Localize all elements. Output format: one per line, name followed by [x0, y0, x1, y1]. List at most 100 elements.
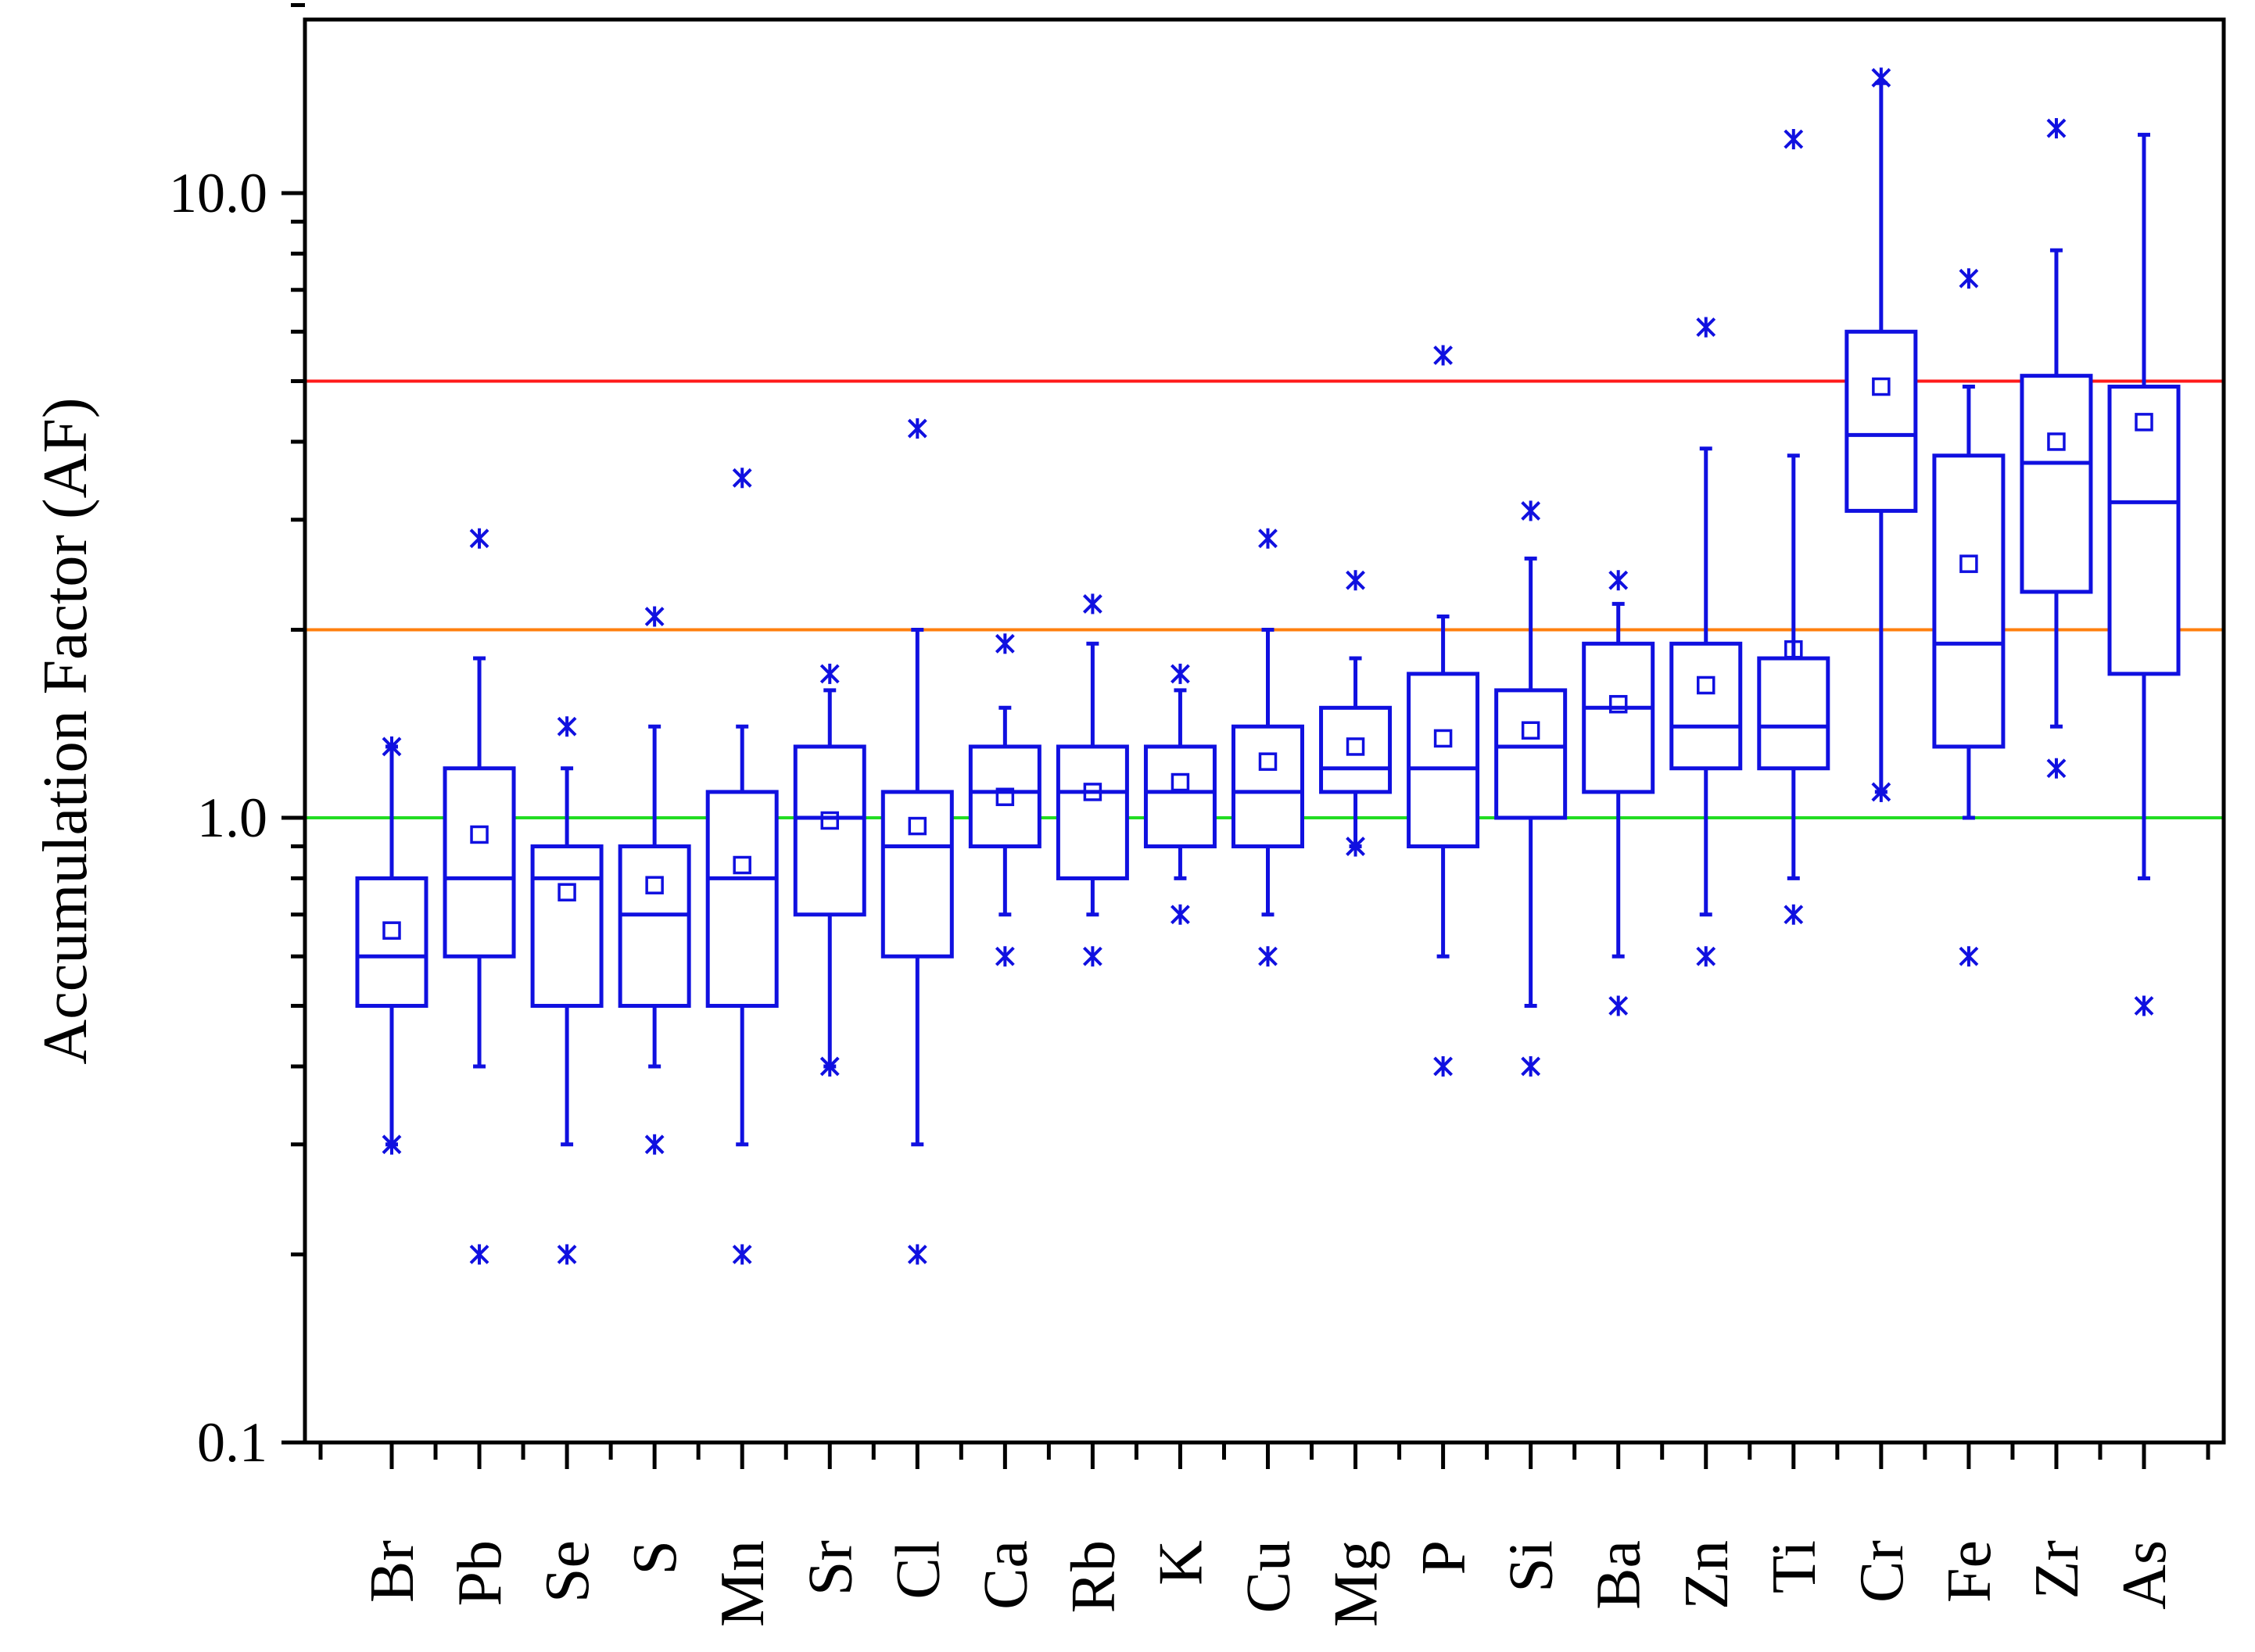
mean-marker	[382, 921, 401, 940]
box-cr	[1845, 67, 1918, 802]
x-tick-label: Fe	[1935, 1540, 2004, 1603]
x-tick-label: Cr	[1848, 1540, 1916, 1603]
x-tick-label: Cl	[884, 1540, 952, 1600]
mean-marker	[1521, 721, 1540, 740]
box-iqr	[880, 790, 954, 959]
x-tick-label: As	[2110, 1540, 2179, 1610]
x-tick-label: Cu	[1235, 1540, 1303, 1613]
box-iqr	[1143, 744, 1217, 849]
mean-marker	[2135, 413, 2153, 432]
box-iqr	[1845, 329, 1918, 513]
outlier-marker	[382, 1134, 402, 1155]
mean-marker	[470, 825, 489, 844]
box-fe	[1932, 268, 2006, 967]
mean-marker	[995, 787, 1015, 807]
box-ca	[968, 633, 1041, 967]
box-iqr	[1407, 672, 1480, 849]
outlier-marker	[1784, 128, 1804, 149]
box-mg	[1319, 570, 1393, 857]
box-iqr	[530, 844, 604, 1009]
box-zr	[2020, 118, 2093, 779]
mean-marker	[1083, 783, 1102, 801]
x-tick-label: Pb	[446, 1540, 514, 1607]
outlier-marker	[1959, 946, 1979, 967]
outlier-marker	[907, 1244, 927, 1265]
x-tick-label: S	[621, 1540, 690, 1575]
box-k	[1143, 663, 1217, 925]
outlier-marker	[469, 1244, 489, 1265]
outlier-marker	[1784, 904, 1804, 925]
box-se	[530, 716, 604, 1265]
outlier-marker	[1258, 946, 1278, 967]
box-iqr	[1582, 641, 1655, 794]
box-iqr	[355, 876, 428, 1009]
outlier-marker	[732, 1244, 752, 1265]
outlier-marker	[732, 468, 752, 489]
box-iqr	[1757, 656, 1830, 771]
outlier-marker	[2046, 118, 2067, 139]
x-tick-label: Si	[1497, 1540, 1566, 1593]
mean-marker	[1258, 752, 1278, 771]
outlier-marker	[1082, 593, 1102, 615]
outlier-marker	[644, 606, 665, 627]
outlier-marker	[644, 1134, 665, 1155]
outlier-marker	[2134, 995, 2154, 1016]
outlier-marker	[819, 1055, 840, 1077]
box-rb	[1056, 593, 1129, 967]
outlier-marker	[1521, 500, 1541, 521]
box-iqr	[1932, 453, 2006, 749]
box-iqr	[793, 744, 866, 917]
x-tick-label: Ca	[971, 1540, 1040, 1610]
outlier-marker	[1608, 995, 1629, 1016]
box-iqr	[618, 844, 691, 1009]
outlier-marker	[557, 1244, 577, 1265]
box-iqr	[1056, 744, 1129, 880]
outlier-marker	[1871, 67, 1891, 88]
outlier-marker	[1433, 1055, 1454, 1077]
box-iqr	[2107, 385, 2181, 676]
box-s	[618, 606, 691, 1155]
box-series	[355, 67, 2181, 1265]
outlier-marker	[1346, 570, 1365, 591]
mean-marker	[557, 883, 576, 901]
x-tick-label: K	[1146, 1540, 1215, 1586]
box-zn	[1669, 317, 1743, 967]
box-iqr	[1231, 724, 1304, 849]
mean-marker	[1697, 675, 1715, 695]
box-iqr	[2020, 374, 2093, 594]
outlier-marker	[1608, 570, 1629, 591]
box-ba	[1582, 570, 1655, 1016]
outlier-marker	[557, 716, 577, 737]
mean-marker	[908, 816, 927, 836]
x-tick-label: Mg	[1322, 1540, 1391, 1627]
box-iqr	[1669, 641, 1743, 771]
box-iqr	[968, 744, 1041, 849]
mean-marker	[733, 855, 751, 875]
x-tick-label: Rb	[1059, 1540, 1128, 1613]
outlier-marker	[1521, 1055, 1541, 1077]
outlier-marker	[1258, 528, 1278, 549]
outlier-marker	[907, 418, 927, 439]
x-tick-label: Zr	[2023, 1540, 2092, 1600]
mean-marker	[1433, 729, 1453, 748]
x-tick-label: Mn	[708, 1540, 777, 1627]
box-mn	[705, 468, 779, 1265]
outlier-marker	[1171, 904, 1190, 925]
outlier-marker	[2046, 758, 2067, 779]
x-tick-label: Br	[358, 1540, 427, 1603]
x-tick-label: Zn	[1672, 1540, 1741, 1610]
box-as	[2107, 132, 2181, 1016]
outlier-marker	[1433, 345, 1454, 366]
box-iqr	[443, 766, 516, 959]
box-iqr	[705, 790, 779, 1009]
y-tick-label: 10.0	[169, 162, 267, 224]
outlier-marker	[1082, 946, 1102, 967]
mean-marker	[1784, 640, 1803, 659]
outlier-marker	[995, 633, 1015, 654]
x-tick-label: Se	[533, 1540, 602, 1603]
box-si	[1494, 500, 1568, 1077]
outlier-marker	[469, 528, 489, 549]
box-p	[1407, 345, 1480, 1077]
box-sr	[793, 663, 866, 1077]
mean-marker	[2047, 432, 2066, 451]
